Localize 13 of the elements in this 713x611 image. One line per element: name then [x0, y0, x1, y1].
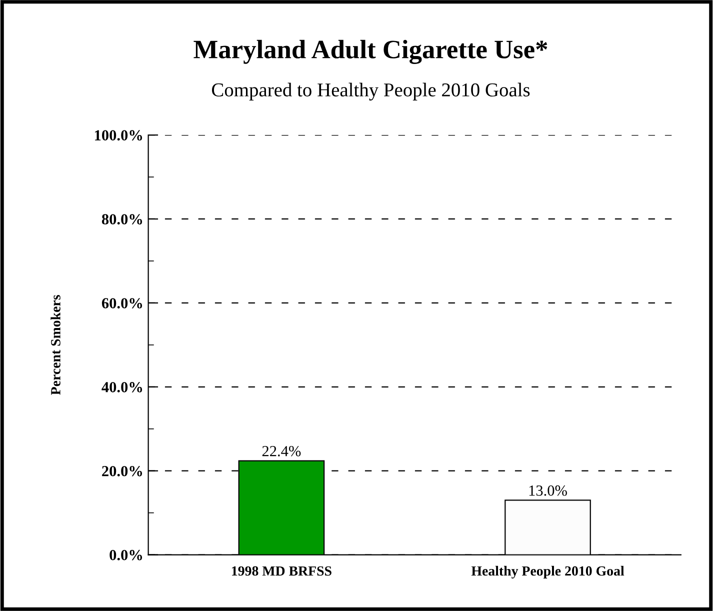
y-tick-label: 0.0%	[110, 550, 142, 560]
chart-title: Maryland Adult Cigarette Use*	[194, 40, 548, 64]
data-label: 13.0%	[529, 485, 567, 496]
y-tick-label: 20.0%	[102, 466, 142, 476]
y-tick-label: 80.0%	[102, 214, 142, 224]
y-tick-label: 60.0%	[102, 298, 142, 308]
chart-subtitle: Compared to Healthy People 2010 Goals	[212, 82, 530, 100]
y-tick-label: 100.0%	[95, 130, 142, 141]
data-label: 22.4%	[262, 446, 301, 456]
y-axis-title: Percent Smokers	[50, 295, 60, 395]
x-tick-label: 1998 MD BRFSS	[232, 566, 332, 576]
x-tick-label: Healthy People 2010 Goal	[471, 566, 624, 579]
y-tick-label: 40.0%	[102, 382, 142, 392]
